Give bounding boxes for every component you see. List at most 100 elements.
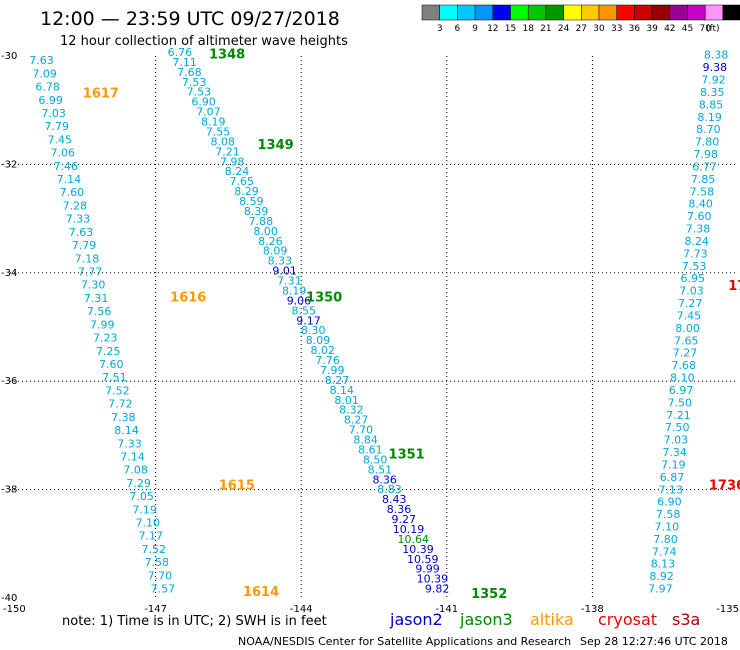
wave-height-point: 6.99 xyxy=(38,94,63,107)
wave-height-point: 10.59 xyxy=(407,553,439,566)
wave-height-point: 7.06 xyxy=(51,147,76,160)
wave-height-point: 7.28 xyxy=(63,199,88,212)
pass-labels: 1348 1349 1350 1351 1352 1617 1616 1615 1614 1736… xyxy=(83,48,740,602)
pass-number-label: 1617 xyxy=(83,87,119,102)
wave-height-point: 7.56 xyxy=(87,305,112,318)
wave-height-point: 8.59 xyxy=(239,195,264,208)
colorbar-swatch xyxy=(704,4,724,21)
wave-height-point: 7.45 xyxy=(677,309,702,322)
colorbar-swatch xyxy=(492,4,511,21)
wave-height-point: 8.14 xyxy=(330,384,355,397)
wave-height-point: 7.99 xyxy=(90,318,115,331)
pass-number-label: 17 xyxy=(728,279,740,294)
wave-height-point: 8.09 xyxy=(263,245,288,258)
wave-height-point: 7.57 xyxy=(151,583,176,596)
pass-number-label: 1352 xyxy=(471,587,507,602)
wave-height-point: 8.70 xyxy=(696,123,721,136)
colorbar-swatch xyxy=(510,4,529,21)
wave-height-point: 8.43 xyxy=(382,493,407,506)
wave-height-point: 8.00 xyxy=(253,225,278,238)
colorbar-swatch xyxy=(687,4,706,21)
wave-height-point: 7.98 xyxy=(694,148,719,161)
credit-line: NOAA/NESDIS Center for Satellite Applica… xyxy=(238,635,571,648)
wave-height-point: 7.72 xyxy=(108,398,133,411)
wave-height-point: 8.10 xyxy=(670,372,695,385)
wave-height-point: 10.19 xyxy=(393,523,425,536)
legend-entry: jason2 xyxy=(389,610,443,629)
wave-height-point: 8.08 xyxy=(210,135,235,148)
wave-height-point: 7.98 xyxy=(220,155,245,168)
colorbar-swatch xyxy=(581,4,600,21)
colorbar-swatch xyxy=(563,4,582,21)
wave-height-point: 7.92 xyxy=(701,74,726,87)
wave-height-point: 9.06 xyxy=(287,294,312,307)
chart-subtitle: 12 hour collection of altimeter wave hei… xyxy=(60,34,348,49)
wave-height-point: 7.85 xyxy=(691,173,716,186)
wave-height-point: 7.60 xyxy=(687,210,712,223)
wave-height-point: 7.29 xyxy=(126,477,151,490)
colorbar-label: 30 xyxy=(593,24,605,34)
wave-height-point: 7.79 xyxy=(44,120,69,133)
wave-height-point: 7.63 xyxy=(29,54,54,67)
wave-height-point: 7.70 xyxy=(349,424,374,437)
wave-height-point: 7.03 xyxy=(41,107,66,120)
wave-height-point: 8.36 xyxy=(387,503,412,516)
colorbar-swatch xyxy=(651,4,671,21)
colorbar-label: 3 xyxy=(437,24,443,34)
colorbar-swatch xyxy=(421,4,440,21)
pass-number-label: 1348 xyxy=(209,48,245,63)
wave-height-point: 7.76 xyxy=(315,354,340,367)
colorbar-swatch xyxy=(457,4,476,21)
wave-height-point: 7.52 xyxy=(142,543,167,556)
wave-height-point: 7.53 xyxy=(682,260,707,273)
wave-height-observations: 7.637.096.786.997.037.797.457.067.467.14… xyxy=(29,46,728,596)
colorbar-swatch xyxy=(598,4,617,21)
wave-height-point: 7.19 xyxy=(132,503,157,516)
colorbar-label: 39 xyxy=(646,24,658,34)
wave-height-point: 7.21 xyxy=(215,145,240,158)
x-tick-label: -147 xyxy=(144,604,167,615)
colorbar-swatch xyxy=(722,4,740,21)
wave-height-point: 7.21 xyxy=(666,409,691,422)
wave-height-point: 8.00 xyxy=(675,322,700,335)
pass-number-label: 1616 xyxy=(170,291,206,306)
x-tick-label: -141 xyxy=(435,604,458,615)
x-tick-label: -144 xyxy=(290,604,313,615)
wave-height-point: 8.24 xyxy=(684,235,709,248)
y-tick-label: -34 xyxy=(1,268,17,279)
wave-height-point: 7.14 xyxy=(120,450,145,463)
wave-height-point: 8.26 xyxy=(258,235,283,248)
wave-height-point: 8.83 xyxy=(377,483,402,496)
wave-height-point: 7.03 xyxy=(664,434,689,447)
wave-height-point: 9.82 xyxy=(425,583,450,596)
wave-height-point: 7.46 xyxy=(54,160,79,173)
wave-height-point: 8.19 xyxy=(697,111,722,124)
wave-height-point: 8.30 xyxy=(301,324,326,337)
pass-number-label: 1615 xyxy=(219,479,255,494)
legend-entry: altika xyxy=(530,610,574,629)
wave-height-point: 6.77 xyxy=(692,160,717,173)
wave-height-point: 7.68 xyxy=(671,359,696,372)
wave-height-point: 7.23 xyxy=(93,332,118,345)
wave-height-point: 7.63 xyxy=(69,226,94,239)
wave-height-point: 7.31 xyxy=(84,292,109,305)
wave-height-point: 7.88 xyxy=(249,215,274,228)
wave-height-point: 6.76 xyxy=(168,46,193,59)
pass-number-label: 1349 xyxy=(258,138,294,153)
wave-height-point: 8.35 xyxy=(700,86,725,99)
wave-height-point: 7.80 xyxy=(653,533,678,546)
wave-height-point: 7.55 xyxy=(206,125,231,138)
colorbar-label: 18 xyxy=(522,24,534,34)
colorbar-label: 9 xyxy=(472,24,478,34)
wave-height-point: 7.10 xyxy=(655,521,680,534)
wave-height-point: 7.25 xyxy=(96,345,121,358)
wave-height-point: 7.60 xyxy=(60,186,85,199)
colorbar-swatch xyxy=(474,4,494,21)
wave-height-point: 7.73 xyxy=(683,247,708,260)
wave-height-point: 10.39 xyxy=(417,573,449,586)
wave-height-point: 8.55 xyxy=(291,304,316,317)
wave-height-point: 7.97 xyxy=(648,583,673,596)
wave-height-point: 8.61 xyxy=(358,443,383,456)
